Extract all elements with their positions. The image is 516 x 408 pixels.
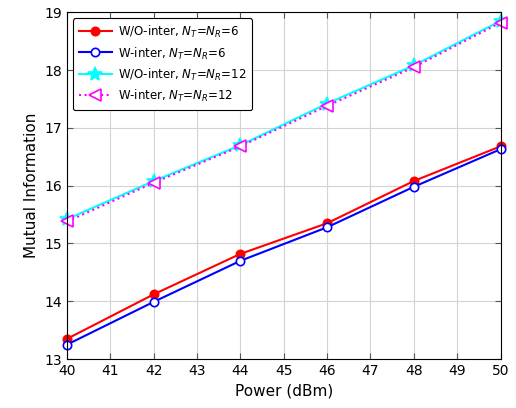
Y-axis label: Mutual Information: Mutual Information <box>24 113 39 258</box>
X-axis label: Power (dBm): Power (dBm) <box>235 384 333 399</box>
Legend: W/O-inter, $N_T$=$N_R$=6, W-inter, $N_T$=$N_R$=6, W/O-inter, $N_T$=$N_R$=12, W-i: W/O-inter, $N_T$=$N_R$=6, W-inter, $N_T$… <box>73 18 252 110</box>
